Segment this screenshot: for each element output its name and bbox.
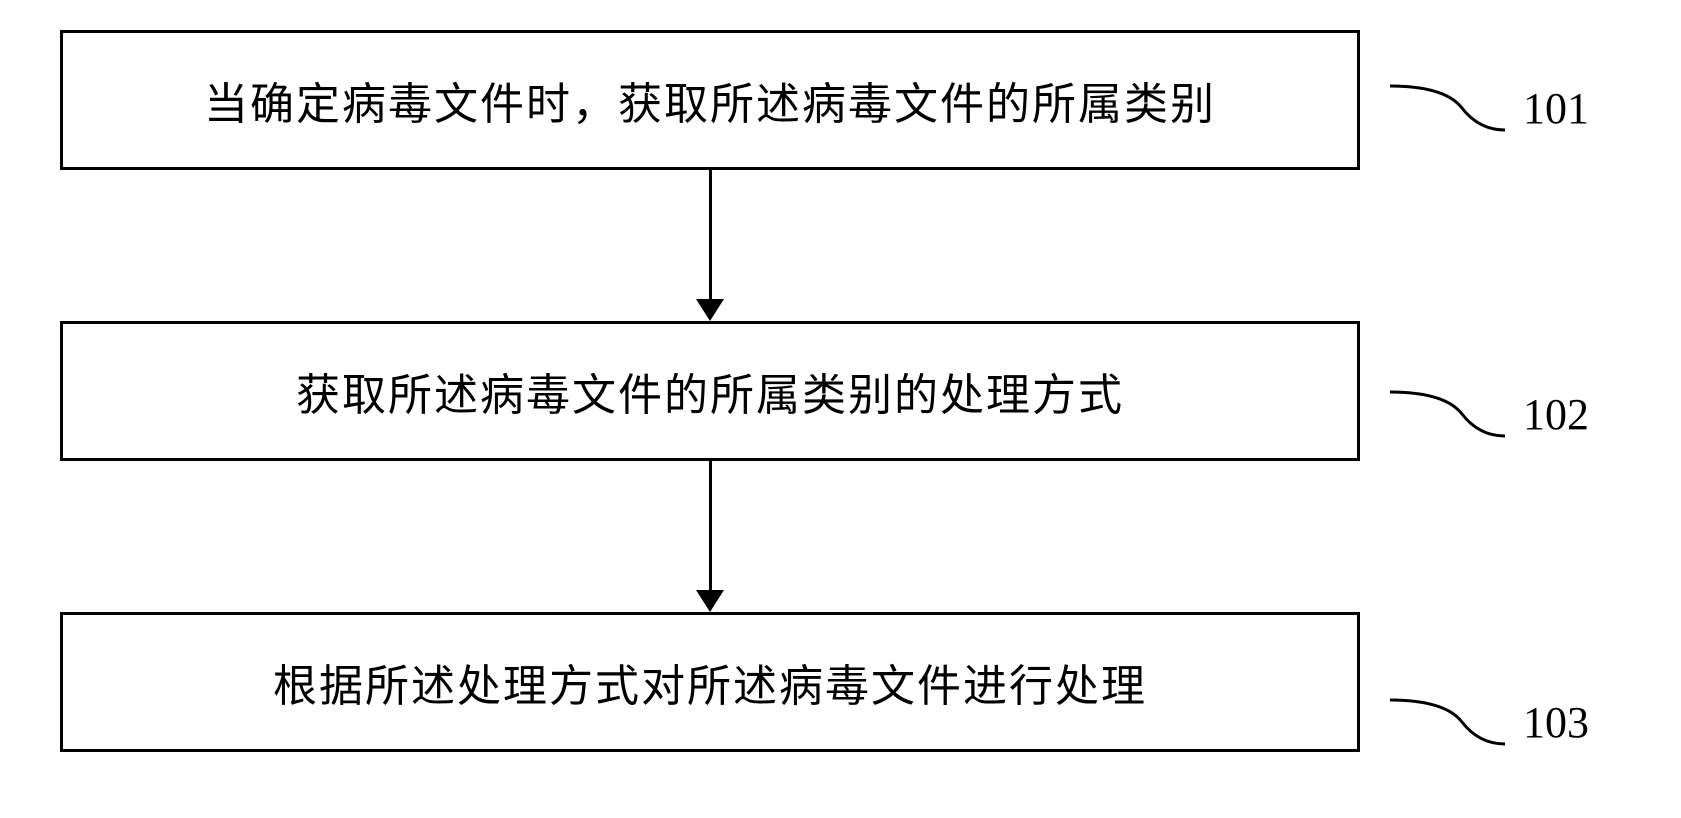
flow-node-2-text: 获取所述病毒文件的所属类别的处理方式 [296,359,1124,423]
arrow-head-icon [696,299,724,321]
callout-connector-icon [1390,78,1505,138]
step-label-2-text: 102 [1523,389,1589,440]
flow-node-3: 根据所述处理方式对所述病毒文件进行处理 [60,612,1360,752]
step-label-1-text: 101 [1523,83,1589,134]
flow-node-2: 获取所述病毒文件的所属类别的处理方式 [60,321,1360,461]
arrow-shaft [709,461,712,591]
step-label-3-text: 103 [1523,697,1589,748]
arrow-shaft [709,170,712,300]
flow-column: 当确定病毒文件时，获取所述病毒文件的所属类别 获取所述病毒文件的所属类别的处理方… [60,30,1360,752]
callout-connector-icon [1390,384,1505,444]
step-label-2: 102 [1390,384,1589,444]
flowchart-canvas: 当确定病毒文件时，获取所述病毒文件的所属类别 获取所述病毒文件的所属类别的处理方… [0,0,1681,818]
flow-node-3-text: 根据所述处理方式对所述病毒文件进行处理 [273,650,1147,714]
arrow-head-icon [696,590,724,612]
flow-node-1-text: 当确定病毒文件时，获取所述病毒文件的所属类别 [204,68,1216,132]
step-label-1: 101 [1390,78,1589,138]
callout-connector-icon [1390,692,1505,752]
step-label-3: 103 [1390,692,1589,752]
flow-node-1: 当确定病毒文件时，获取所述病毒文件的所属类别 [60,30,1360,170]
